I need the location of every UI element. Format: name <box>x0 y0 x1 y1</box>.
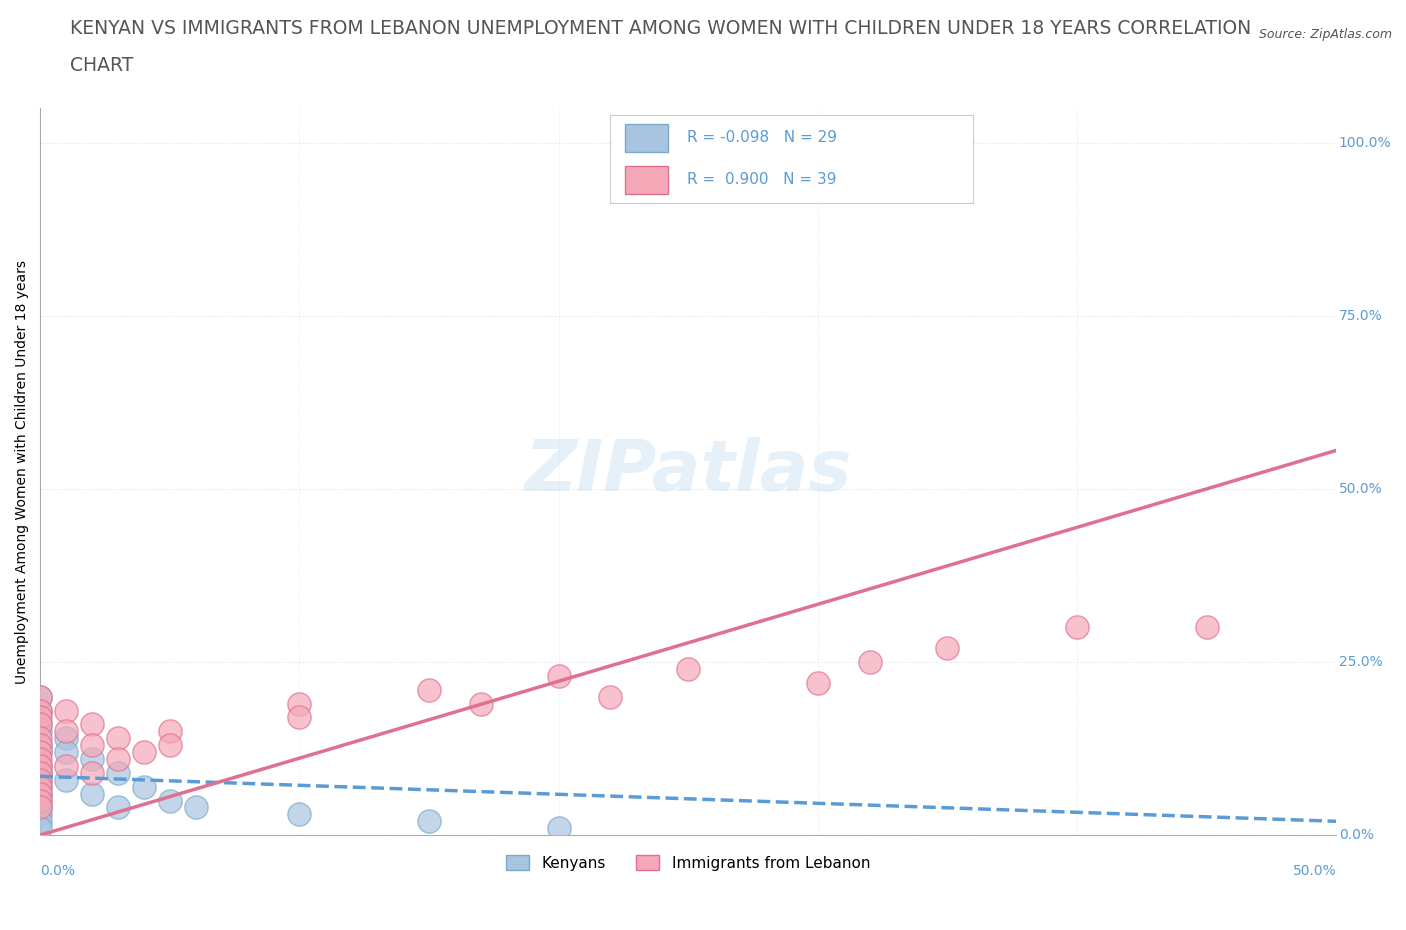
Point <box>936 641 959 656</box>
Point <box>159 724 181 738</box>
Point <box>30 807 52 822</box>
Point <box>30 779 52 794</box>
Point <box>30 759 52 774</box>
Text: Source: ZipAtlas.com: Source: ZipAtlas.com <box>1258 28 1392 41</box>
Text: 0.0%: 0.0% <box>1339 828 1374 843</box>
Point <box>30 759 52 774</box>
Point <box>30 793 52 808</box>
Point <box>107 751 129 766</box>
Point <box>288 697 311 711</box>
Point <box>55 759 77 774</box>
Point <box>30 689 52 704</box>
Point <box>107 731 129 746</box>
Point <box>30 703 52 718</box>
Point <box>676 661 699 676</box>
Text: 0.0%: 0.0% <box>41 864 75 878</box>
Point <box>30 765 52 780</box>
Point <box>107 765 129 780</box>
Text: CHART: CHART <box>70 56 134 74</box>
Text: 50.0%: 50.0% <box>1292 864 1336 878</box>
Point <box>30 745 52 760</box>
Point <box>159 737 181 752</box>
Point <box>30 689 52 704</box>
Text: ZIPatlas: ZIPatlas <box>524 437 852 506</box>
Point <box>80 751 103 766</box>
Point <box>30 786 52 801</box>
Point <box>80 717 103 732</box>
Point <box>184 800 207 815</box>
Point <box>80 765 103 780</box>
Point <box>547 821 569 836</box>
Point <box>30 710 52 724</box>
Point <box>30 772 52 787</box>
Point <box>418 683 440 698</box>
Point <box>55 772 77 787</box>
Point <box>599 689 621 704</box>
Text: 75.0%: 75.0% <box>1339 309 1382 323</box>
Point <box>132 745 155 760</box>
Point <box>159 793 181 808</box>
Point <box>30 751 52 766</box>
Point <box>30 779 52 794</box>
Text: 100.0%: 100.0% <box>1339 136 1392 150</box>
Point <box>30 745 52 760</box>
Point <box>30 814 52 829</box>
Point <box>30 821 52 836</box>
Point <box>55 724 77 738</box>
Point <box>1195 620 1218 635</box>
Point <box>858 655 880 670</box>
Point <box>30 765 52 780</box>
Point <box>55 745 77 760</box>
Point <box>30 703 52 718</box>
Point <box>30 793 52 808</box>
Point <box>30 772 52 787</box>
Legend: Kenyans, Immigrants from Lebanon: Kenyans, Immigrants from Lebanon <box>499 847 877 879</box>
Point <box>55 731 77 746</box>
Text: 50.0%: 50.0% <box>1339 482 1382 496</box>
Point <box>30 800 52 815</box>
Point <box>30 800 52 815</box>
Point <box>80 786 103 801</box>
Point <box>30 737 52 752</box>
Point <box>288 807 311 822</box>
Y-axis label: Unemployment Among Women with Children Under 18 years: Unemployment Among Women with Children U… <box>15 259 30 684</box>
Point <box>30 717 52 732</box>
Point <box>30 731 52 746</box>
Point <box>107 800 129 815</box>
Text: 25.0%: 25.0% <box>1339 655 1382 669</box>
Point <box>30 717 52 732</box>
Point <box>470 697 492 711</box>
Point <box>1066 620 1088 635</box>
Point <box>288 710 311 724</box>
Point <box>547 669 569 684</box>
Point <box>418 814 440 829</box>
Point <box>30 786 52 801</box>
Point <box>30 737 52 752</box>
Point <box>55 703 77 718</box>
Point <box>30 724 52 738</box>
Point <box>80 737 103 752</box>
Point <box>807 675 830 690</box>
Point <box>132 779 155 794</box>
Text: KENYAN VS IMMIGRANTS FROM LEBANON UNEMPLOYMENT AMONG WOMEN WITH CHILDREN UNDER 1: KENYAN VS IMMIGRANTS FROM LEBANON UNEMPL… <box>70 19 1251 37</box>
